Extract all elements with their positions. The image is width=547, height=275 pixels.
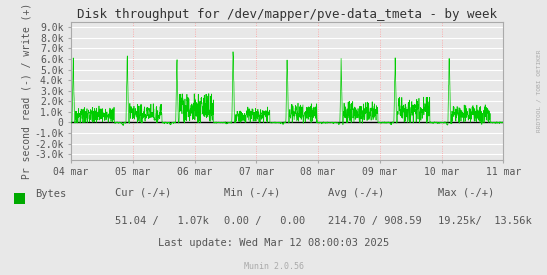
Text: Avg (-/+): Avg (-/+) [328, 188, 385, 197]
Text: Bytes: Bytes [36, 189, 67, 199]
Text: 51.04 /   1.07k: 51.04 / 1.07k [115, 216, 208, 226]
Text: Max (-/+): Max (-/+) [438, 188, 494, 197]
Y-axis label: Pr second read (-) / write (+): Pr second read (-) / write (+) [21, 3, 31, 179]
Text: Min (-/+): Min (-/+) [224, 188, 281, 197]
Text: 19.25k/  13.56k: 19.25k/ 13.56k [438, 216, 531, 226]
Text: Munin 2.0.56: Munin 2.0.56 [243, 262, 304, 271]
Text: Last update: Wed Mar 12 08:00:03 2025: Last update: Wed Mar 12 08:00:03 2025 [158, 238, 389, 248]
Text: 0.00 /   0.00: 0.00 / 0.00 [224, 216, 306, 226]
Text: Cur (-/+): Cur (-/+) [115, 188, 171, 197]
Text: RRDTOOL / TOBI OETIKER: RRDTOOL / TOBI OETIKER [536, 50, 542, 132]
Text: 214.70 / 908.59: 214.70 / 908.59 [328, 216, 422, 226]
Title: Disk throughput for /dev/mapper/pve-data_tmeta - by week: Disk throughput for /dev/mapper/pve-data… [77, 8, 497, 21]
